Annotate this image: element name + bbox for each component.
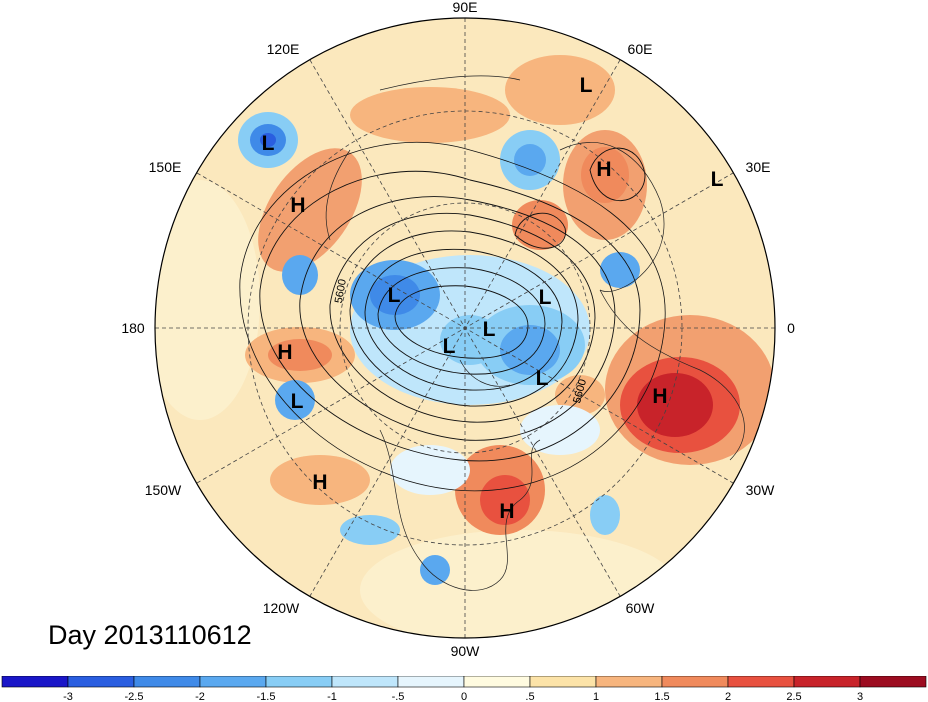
low-center-marker: L <box>580 74 593 97</box>
lon-label-90e: 90E <box>453 0 478 15</box>
low-center-marker: L <box>711 168 724 191</box>
colorbar-swatch <box>463 676 531 688</box>
colorbar-swatch <box>859 676 927 688</box>
colorbar-tick-label: 1 <box>593 691 599 702</box>
colorbar-swatch <box>133 676 201 688</box>
polar-map: 90E 120E 60E 150E 30E 180 0 150W 30W 120… <box>121 0 795 659</box>
lon-label-180: 180 <box>121 320 145 336</box>
lon-label-60e: 60E <box>628 41 653 57</box>
high-center-marker: H <box>652 385 667 408</box>
anomaly-field <box>155 18 775 638</box>
low-center-marker: L <box>291 390 304 413</box>
colorbar-tick-label: 0 <box>461 691 467 702</box>
lon-label-150e: 150E <box>149 159 182 175</box>
high-center-marker: H <box>596 158 611 181</box>
colorbar-tick-label: 1.5 <box>654 691 669 702</box>
lon-label-30w: 30W <box>746 482 776 498</box>
graticule <box>155 18 775 638</box>
lon-label-120w: 120W <box>263 600 300 616</box>
colorbar-swatch <box>397 676 465 688</box>
lon-label-90w: 90W <box>451 643 481 659</box>
high-center-marker: H <box>312 471 327 494</box>
low-center-marker: L <box>536 367 549 390</box>
colorbar-ticks: -3 -2.5 -2 -1.5 -1 -.5 0 .5 1 1.5 2 2.5 3 <box>63 691 863 702</box>
low-center-marker: L <box>539 286 552 309</box>
high-center-marker: H <box>499 500 514 523</box>
low-center-marker: L <box>443 335 456 358</box>
map-boundary <box>154 17 776 639</box>
colorbar-tick-label: -1.5 <box>257 691 276 702</box>
high-center-marker: H <box>290 194 305 217</box>
colorbar-swatch <box>529 676 597 688</box>
colorbar-tick-label: 2 <box>725 691 731 702</box>
colorbar-swatch <box>793 676 861 688</box>
colorbar-swatch <box>67 676 135 688</box>
colorbar-swatches <box>1 676 927 688</box>
colorbar-swatch <box>595 676 663 688</box>
colorbar-tick-label: -.5 <box>392 691 405 702</box>
colorbar-swatch <box>1 676 69 688</box>
colorbar-tick-label: 2.5 <box>786 691 801 702</box>
colorbar-swatch <box>727 676 795 688</box>
colorbar-swatch <box>661 676 729 688</box>
colorbar-tick-label: 3 <box>857 691 863 702</box>
date-label: Day 2013110612 <box>48 620 252 650</box>
height-contours <box>239 141 666 492</box>
colorbar-tick-label: -1 <box>327 691 337 702</box>
colorbar-tick-label: -3 <box>63 691 73 702</box>
colorbar-swatch <box>199 676 267 688</box>
colorbar-swatch <box>331 676 399 688</box>
colorbar-tick-label: .5 <box>525 691 534 702</box>
pressure-centers: L L H H L H L L L L H L L H H <box>262 74 724 523</box>
colorbar-tick-label: -2 <box>195 691 205 702</box>
colorbar-tick-label: -2.5 <box>125 691 144 702</box>
lon-label-120e: 120E <box>267 41 300 57</box>
lon-label-150w: 150W <box>145 482 182 498</box>
colorbar: -3 -2.5 -2 -1.5 -1 -.5 0 .5 1 1.5 2 2.5 3 <box>1 676 927 702</box>
low-center-marker: L <box>483 318 496 341</box>
colorbar-swatch <box>265 676 333 688</box>
high-center-marker: H <box>277 341 292 364</box>
lon-label-60w: 60W <box>626 600 656 616</box>
lon-label-0: 0 <box>787 320 795 336</box>
contour-label: 5600 <box>333 278 349 304</box>
low-center-marker: L <box>388 284 401 307</box>
low-center-marker: L <box>262 132 275 155</box>
lon-label-30e: 30E <box>746 159 771 175</box>
